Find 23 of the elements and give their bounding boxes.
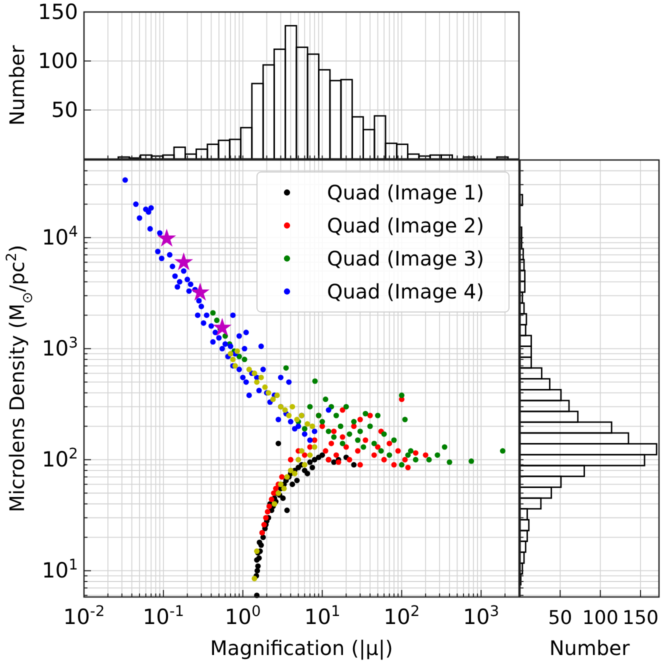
x-axis-title: Magnification (|μ|) — [210, 636, 393, 660]
y-tick-label: 10$^{1}$ — [42, 556, 78, 583]
legend-label: Quad (Image 1) — [327, 180, 484, 204]
y-tick-label: 50 — [51, 98, 78, 122]
legend-label: Quad (Image 2) — [327, 214, 484, 238]
x-tick-label: 10$^{-1}$ — [142, 602, 184, 629]
x-tick-label: 10$^{0}$ — [224, 602, 261, 629]
x-tick-label: 10$^{1}$ — [304, 602, 340, 629]
legend-label: Quad (Image 3) — [327, 246, 484, 270]
legend-label: Quad (Image 4) — [327, 280, 484, 304]
y-tick-label: 150 — [38, 0, 78, 24]
y-tick-label: 100 — [38, 49, 78, 73]
x-tick-label: 10$^{2}$ — [384, 602, 420, 629]
x-tick-label: 100 — [582, 607, 618, 629]
x-axis-title: Number — [549, 636, 630, 660]
x-tick-label: 50 — [548, 607, 572, 629]
y-axis-title: Number — [5, 44, 29, 126]
y-tick-label: 10$^{3}$ — [42, 334, 78, 361]
y-tick-label: 10$^{4}$ — [42, 223, 78, 250]
y-tick-label: 10$^{2}$ — [42, 445, 78, 472]
x-tick-label: 10$^{3}$ — [463, 602, 500, 629]
x-tick-label: 10$^{-2}$ — [63, 602, 105, 629]
x-tick-label: 150 — [622, 607, 659, 629]
